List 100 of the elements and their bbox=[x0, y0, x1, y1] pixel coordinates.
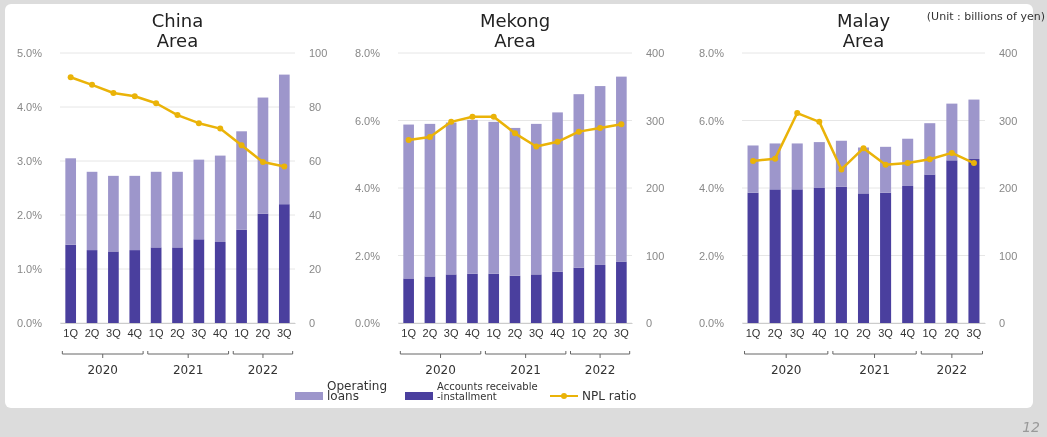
bar bbox=[129, 175, 141, 251]
point bbox=[131, 93, 138, 100]
bar bbox=[747, 192, 759, 323]
bar bbox=[924, 174, 936, 323]
point bbox=[926, 156, 933, 163]
bar bbox=[968, 99, 980, 159]
bar bbox=[747, 145, 759, 193]
y-tick-label: 2.0% bbox=[16, 209, 43, 222]
x-tick-label: 4Q bbox=[212, 326, 228, 339]
x-tick-label: 3Q bbox=[276, 326, 293, 339]
x-tick-label: 4Q bbox=[900, 326, 916, 339]
y-tick-label: 0.0% bbox=[354, 317, 381, 330]
y-tick-label: 8.0% bbox=[698, 47, 725, 60]
x-tick-label: 2Q bbox=[170, 326, 186, 339]
bar bbox=[445, 274, 457, 323]
point bbox=[195, 120, 202, 127]
bar bbox=[424, 276, 436, 323]
bar bbox=[573, 267, 585, 323]
text: 2022 bbox=[936, 363, 968, 377]
x-tick-label: 3Q bbox=[614, 326, 630, 339]
bar bbox=[616, 261, 627, 323]
bar bbox=[214, 242, 226, 323]
bar bbox=[193, 239, 205, 323]
bar bbox=[902, 185, 914, 323]
bar bbox=[150, 247, 162, 323]
x-tick-label: 4Q bbox=[127, 326, 143, 339]
point bbox=[469, 113, 476, 120]
point bbox=[750, 158, 757, 164]
x-tick-label: 3Q bbox=[878, 326, 894, 339]
legend-label: NPL ratio bbox=[582, 389, 637, 403]
bar bbox=[445, 122, 457, 275]
y2-tick-label: 80 bbox=[309, 101, 322, 114]
bar bbox=[488, 121, 500, 274]
point bbox=[860, 145, 867, 152]
y2-tick-label: 100 bbox=[309, 47, 328, 60]
bar bbox=[573, 94, 585, 268]
point bbox=[575, 128, 582, 135]
bar bbox=[214, 155, 226, 242]
y-tick-label: 3.0% bbox=[16, 155, 43, 168]
bar bbox=[857, 147, 870, 194]
bar bbox=[424, 123, 436, 277]
y2-tick-label: 100 bbox=[999, 249, 1018, 262]
x-tick-label: 4Q bbox=[550, 326, 566, 339]
y-tick-label: 4.0% bbox=[16, 101, 43, 114]
point bbox=[281, 163, 288, 170]
point bbox=[110, 89, 117, 96]
text: 2021 bbox=[510, 363, 541, 377]
point bbox=[89, 81, 96, 88]
legend-label: Accounts receivable -installment bbox=[437, 381, 538, 402]
y-tick-label: 5.0% bbox=[16, 47, 43, 60]
bar bbox=[813, 142, 825, 188]
bar bbox=[880, 146, 892, 193]
x-tick-label: 4Q bbox=[465, 326, 481, 339]
bar bbox=[129, 250, 141, 323]
bar bbox=[968, 158, 980, 323]
point bbox=[67, 74, 74, 81]
bar bbox=[946, 160, 958, 323]
y-tick-label: 0.0% bbox=[16, 317, 43, 330]
y-tick-label: 6.0% bbox=[354, 114, 381, 127]
text: 2021 bbox=[859, 363, 890, 377]
bar bbox=[86, 171, 98, 251]
bar bbox=[530, 274, 542, 323]
y2-tick-label: 0 bbox=[309, 317, 316, 330]
x-tick-label: 2Q bbox=[255, 326, 271, 339]
point bbox=[512, 130, 518, 137]
bar bbox=[880, 192, 892, 323]
y2-tick-label: 200 bbox=[646, 182, 665, 195]
bar bbox=[65, 244, 77, 323]
point bbox=[618, 121, 625, 128]
y-tick-label: 6.0% bbox=[698, 114, 725, 127]
point bbox=[794, 110, 801, 117]
chart-title: Malay Area bbox=[836, 10, 891, 51]
y-tick-label: 8.0% bbox=[354, 47, 381, 60]
x-tick-label: 1Q bbox=[922, 326, 938, 339]
y2-tick-label: 300 bbox=[646, 114, 665, 127]
point bbox=[405, 137, 412, 144]
point bbox=[533, 143, 540, 150]
bar bbox=[509, 127, 521, 276]
bar bbox=[467, 273, 478, 323]
text: 2020 bbox=[770, 363, 802, 377]
text: 2020 bbox=[87, 363, 118, 377]
bar bbox=[813, 188, 825, 323]
bar bbox=[257, 97, 269, 214]
bar bbox=[86, 250, 98, 323]
bar bbox=[791, 143, 803, 190]
x-tick-label: 3Q bbox=[966, 326, 982, 339]
x-tick-label: 2Q bbox=[944, 326, 960, 339]
x-tick-label: 3Q bbox=[191, 326, 207, 339]
y2-tick-label: 0 bbox=[646, 317, 653, 330]
bar bbox=[769, 189, 781, 323]
x-tick-label: 4Q bbox=[811, 326, 828, 339]
point bbox=[904, 160, 911, 167]
text: 2021 bbox=[172, 363, 204, 377]
bar bbox=[594, 86, 606, 265]
bar bbox=[403, 278, 414, 323]
point bbox=[554, 138, 561, 145]
x-tick-label: 1Q bbox=[234, 326, 250, 339]
text: 12 bbox=[1022, 419, 1041, 435]
y2-tick-label: 40 bbox=[309, 209, 322, 222]
bar bbox=[236, 229, 247, 323]
